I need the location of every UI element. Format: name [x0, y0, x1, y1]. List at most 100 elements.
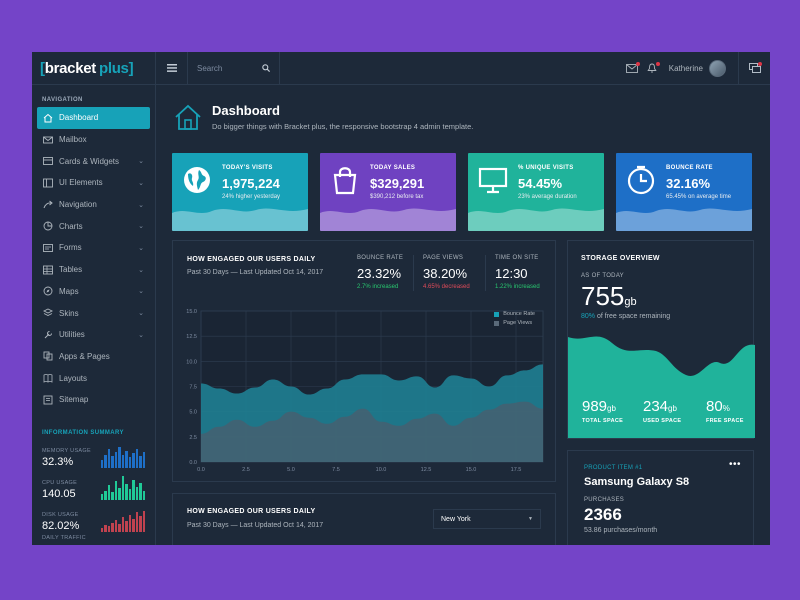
nav-title: NAVIGATION [42, 97, 83, 103]
sidebar-item-label: Charts [59, 221, 83, 231]
navigation-icon [43, 200, 53, 210]
x-tick-label: 15.0 [466, 467, 477, 473]
avatar[interactable] [709, 59, 726, 77]
kpi-value: 38.20% [423, 266, 468, 281]
sidebar-item-sitemap[interactable]: Sitemap [37, 389, 150, 411]
legend-item-page-views: Page Views [494, 320, 535, 326]
product-name: Samsung Galaxy S8 [584, 476, 690, 488]
sidebar-item-mailbox[interactable]: Mailbox [37, 129, 150, 151]
user-name[interactable]: Katherine [668, 63, 703, 73]
mail-notification-button[interactable] [625, 62, 640, 73]
kpi-divider [485, 255, 486, 291]
sidebar-item-label: Layouts [59, 373, 88, 383]
sidebar-item-label: Forms [59, 243, 82, 253]
stat-card-bounce-rate: BOUNCE RATE 32.16% 65.45% on average time [616, 153, 752, 231]
skins-icon [43, 308, 53, 318]
engagement-2-subtitle: Past 30 Days — Last Updated Oct 14, 2017 [187, 522, 324, 529]
chevron-down-icon: ⌄ [138, 331, 144, 339]
storage-stat: 80% FREE SPACE [706, 398, 744, 424]
engagement-area-chart: 0.0 2.5 5.0 7.5 10.0 12.5 15.0 0.0 2.5 5.0 7.5 10.0… [186, 309, 544, 473]
sidebar-item-label: Apps & Pages [59, 351, 110, 361]
product-tag: PRODUCT ITEM #1 [584, 465, 643, 471]
storage-stat-value: 234 [643, 398, 669, 415]
sidebar-item-label: Cards & Widgets [59, 156, 120, 166]
kpi-value: 12:30 [495, 266, 528, 281]
page-subtitle: Do bigger things with Bracket plus, the … [212, 122, 474, 131]
kpi-bounce-rate: BOUNCE RATE 23.32% 2.7% increased [357, 255, 403, 290]
storage-panel: STORAGE OVERVIEW AS OF TODAY 755gb 80% o… [567, 240, 755, 439]
storage-unit: gb [624, 296, 637, 308]
chevron-down-icon: ⌄ [138, 288, 144, 296]
menu-toggle-button[interactable] [156, 52, 188, 85]
sidebar-item-navigation[interactable]: Navigation ⌄ [37, 194, 150, 216]
y-tick-label: 10.0 [186, 359, 197, 365]
sidebar-item-maps[interactable]: Maps ⌄ [37, 281, 150, 303]
logo[interactable]: [bracket plus] [32, 52, 156, 85]
kpi-value: 23.32% [357, 266, 402, 281]
chevron-down-icon: ⌄ [138, 158, 144, 166]
info-value: 32.3% [42, 455, 74, 468]
sidebar-item-label: Dashboard [59, 113, 99, 123]
clock-icon [627, 165, 655, 195]
storage-stat-unit: gb [607, 404, 616, 413]
sidebar-item-apps-pages[interactable]: Apps & Pages [37, 346, 150, 368]
info-item: DISK USAGE 82.02% [32, 500, 155, 532]
chevron-down-icon: ▼ [528, 516, 533, 522]
y-tick-label: 7.5 [189, 385, 197, 391]
kpi-note: 4.65% decreased [423, 284, 470, 290]
chevron-down-icon: ⌄ [138, 310, 144, 318]
info-summary-title: INFORMATION SUMMARY [42, 429, 124, 436]
maps-icon [43, 286, 53, 296]
mail-icon [43, 135, 53, 145]
chat-button[interactable] [738, 52, 770, 85]
as-of-label: AS OF TODAY [581, 273, 624, 279]
stat-value: $329,291 [370, 176, 425, 191]
sidebar-item-cards-widgets[interactable]: Cards & Widgets ⌄ [37, 150, 150, 172]
sidebar-item-skins[interactable]: Skins ⌄ [37, 302, 150, 324]
sidebar-item-charts[interactable]: Charts ⌄ [37, 215, 150, 237]
sitemap-icon [43, 395, 53, 405]
apps-icon [43, 351, 53, 361]
mini-bar-chart [100, 476, 145, 500]
stat-label: BOUNCE RATE [666, 165, 713, 171]
info-value: 82.02% [42, 519, 80, 532]
sidebar-item-utilities[interactable]: Utilities ⌄ [37, 324, 150, 346]
sidebar-item-forms[interactable]: Forms ⌄ [37, 237, 150, 259]
more-options-icon[interactable]: ••• [728, 459, 741, 470]
sidebar-item-label: Navigation [59, 200, 97, 210]
search-input[interactable]: Search [188, 52, 280, 85]
y-tick-label: 2.5 [189, 435, 197, 441]
alerts-button[interactable] [645, 62, 660, 73]
ui-elements-icon [43, 178, 53, 188]
stat-label: TODAY SALES [370, 165, 416, 171]
sidebar-item-label: Utilities [59, 330, 85, 340]
sidebar-item-layouts[interactable]: Layouts [37, 367, 150, 389]
legend-item-bounce-rate: Bounce Rate [494, 311, 535, 317]
x-tick-label: 0.0 [197, 467, 205, 473]
storage-percent-text: of free space remaining [596, 313, 671, 320]
stat-label: % UNIQUE VISITS [518, 165, 574, 171]
charts-icon [43, 221, 53, 231]
y-tick-label: 5.0 [189, 410, 197, 416]
app-window: [bracket plus] Search Katherine [32, 52, 770, 545]
sidebar-item-dashboard[interactable]: Dashboard [37, 107, 150, 129]
stat-wave [468, 208, 604, 231]
home-icon [43, 113, 53, 123]
engagement-title: HOW ENGAGED OUR USERS DAILY [187, 256, 316, 263]
sidebar-item-tables[interactable]: Tables ⌄ [37, 259, 150, 281]
forms-icon [43, 243, 53, 253]
storage-stat-value: 80 [706, 398, 723, 415]
storage-stat: 989gb TOTAL SPACE [582, 398, 623, 424]
info-summary: MEMORY USAGE 32.3% CPU USAGE 140.05 DISK USA… [32, 436, 155, 532]
stat-label: TODAY'S VISITS [222, 165, 273, 171]
purchases-value: 2366 [584, 505, 622, 524]
utilities-icon [43, 330, 53, 340]
tables-icon [43, 265, 53, 275]
sidebar-item-ui-elements[interactable]: UI Elements ⌄ [37, 172, 150, 194]
kpi-divider [413, 255, 414, 291]
stat-card-unique-visits: % UNIQUE VISITS 54.45% 23% average duratio… [468, 153, 604, 231]
city-select[interactable]: New York ▼ [433, 509, 541, 529]
sidebar-item-label: Maps [59, 286, 79, 296]
home-icon [175, 104, 201, 130]
x-tick-label: 7.5 [332, 467, 340, 473]
